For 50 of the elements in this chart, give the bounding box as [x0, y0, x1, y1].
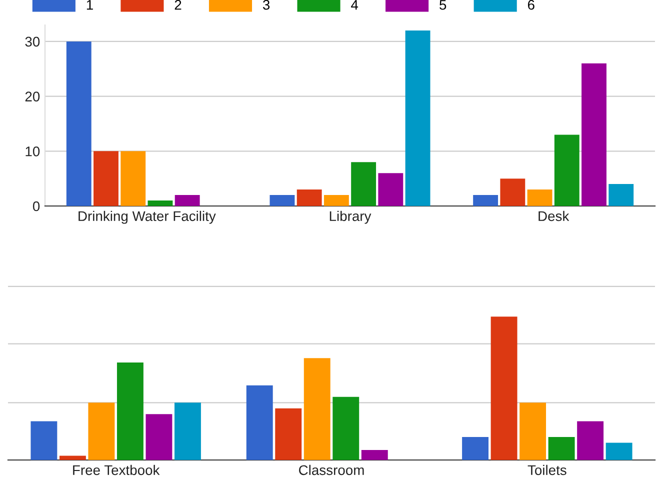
- x-tick-label: Drinking Water Facility: [78, 210, 216, 224]
- bar: [577, 421, 604, 460]
- x-tick-label: Classroom: [299, 464, 364, 476]
- bar: [174, 195, 200, 206]
- bar: [88, 402, 115, 460]
- bar: [608, 184, 634, 206]
- x-tick-label: Free Textbook: [73, 464, 160, 476]
- bar: [473, 195, 498, 206]
- bar: [500, 178, 526, 206]
- y-tick-label: 30: [25, 36, 40, 47]
- bar: [174, 402, 201, 460]
- bar: [148, 200, 173, 206]
- bar: [405, 30, 430, 206]
- bar: [30, 421, 58, 460]
- bar: [351, 162, 376, 206]
- legend-label: 5: [440, 0, 446, 10]
- y-tick-label: 0: [32, 201, 40, 212]
- bar: [275, 408, 302, 460]
- bar: [120, 151, 146, 206]
- bar: [548, 437, 575, 460]
- bar: [332, 396, 360, 460]
- bar: [361, 450, 388, 460]
- bar: [462, 437, 489, 460]
- bar: [527, 190, 552, 206]
- bar: [59, 456, 86, 460]
- bar: [606, 442, 632, 460]
- bar: [246, 385, 273, 460]
- legend-label: 2: [174, 0, 182, 10]
- bar: [146, 414, 172, 460]
- bar: [116, 362, 144, 460]
- bar: [66, 41, 92, 206]
- bar: [520, 402, 546, 460]
- legend-label: 1: [86, 0, 93, 10]
- x-tick-label: Toilets: [528, 464, 566, 476]
- bar: [490, 316, 518, 460]
- legend-label: 6: [528, 0, 534, 10]
- bar: [270, 195, 295, 206]
- y-tick-label: 20: [25, 92, 40, 102]
- bar: [582, 63, 606, 206]
- bar: [304, 358, 330, 460]
- bar: [378, 173, 404, 206]
- y-tick-label: 10: [26, 146, 40, 156]
- bar: [296, 190, 322, 206]
- bar: [554, 134, 580, 206]
- bar: [94, 151, 118, 206]
- x-tick-label: Desk: [538, 210, 570, 222]
- legend-label: 4: [351, 0, 358, 10]
- x-tick-label: Library: [330, 210, 372, 224]
- bar: [324, 195, 349, 206]
- legend-label: 3: [262, 0, 270, 10]
